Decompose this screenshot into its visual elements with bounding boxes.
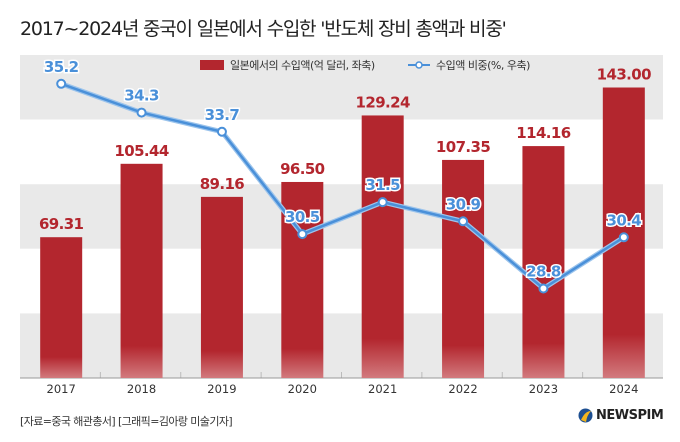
bar-2019 [200,196,243,378]
newspim-logo: NEWSPIM [578,408,664,423]
x-tick-label: 2019 [207,382,236,396]
logo-icon [578,408,593,423]
bar-2021 [361,115,404,379]
line-point [377,197,388,208]
x-tick-label: 2022 [448,382,477,396]
line-point [216,126,227,137]
line-label: 30.5 [285,208,320,226]
bar-label: 105.44 [114,142,168,160]
legend-bar-swatch [200,60,224,70]
source-note: [자료=중국 해관총서] [그래픽=김아랑 미술기자] [20,415,233,428]
bar-label: 114.16 [516,124,570,142]
line-label: 30.4 [607,211,642,229]
bar-label: 107.35 [436,138,490,156]
x-tick-label: 2021 [368,382,397,396]
x-tick-label: 2024 [609,382,638,396]
logo-text: NEWSPIM [596,408,664,423]
x-tick-label: 2018 [127,382,156,396]
line-label: 30.9 [446,195,481,213]
line-point [136,107,147,118]
grid-band [20,313,663,378]
bar-2022 [442,159,485,378]
line-point [458,216,469,227]
line-label: 31.5 [365,176,400,194]
line-label: 34.3 [124,87,159,105]
line-point [297,229,308,240]
bar-label: 89.16 [200,175,245,193]
x-tick-label: 2023 [529,382,558,396]
bar-label: 129.24 [356,93,410,111]
bar-label: 96.50 [280,160,325,178]
line-label: 28.8 [526,262,561,280]
line-point [538,283,549,294]
x-tick-label: 2017 [47,382,76,396]
line-series [60,82,625,291]
legend-line-label: 수입액 비중(%, 우축) [436,59,530,72]
x-tick-label: 2020 [288,382,317,396]
legend-line-marker [415,61,423,69]
line-label: 35.2 [44,58,79,76]
bar-2017 [40,237,83,378]
line-point [56,78,67,89]
line-point [618,232,629,243]
chart-title: 2017~2024년 중국이 일본에서 수입한 '반도체 장비 총액과 비중' [20,18,507,40]
bar-2023 [522,146,565,378]
bar-label: 143.00 [597,66,651,84]
grid-band [20,248,663,314]
legend-bar-label: 일본에서의 수입액(억 달러, 좌축) [230,58,375,72]
line-label: 33.7 [205,106,240,124]
bar-label: 69.31 [39,215,84,233]
bar-2018 [120,163,163,378]
